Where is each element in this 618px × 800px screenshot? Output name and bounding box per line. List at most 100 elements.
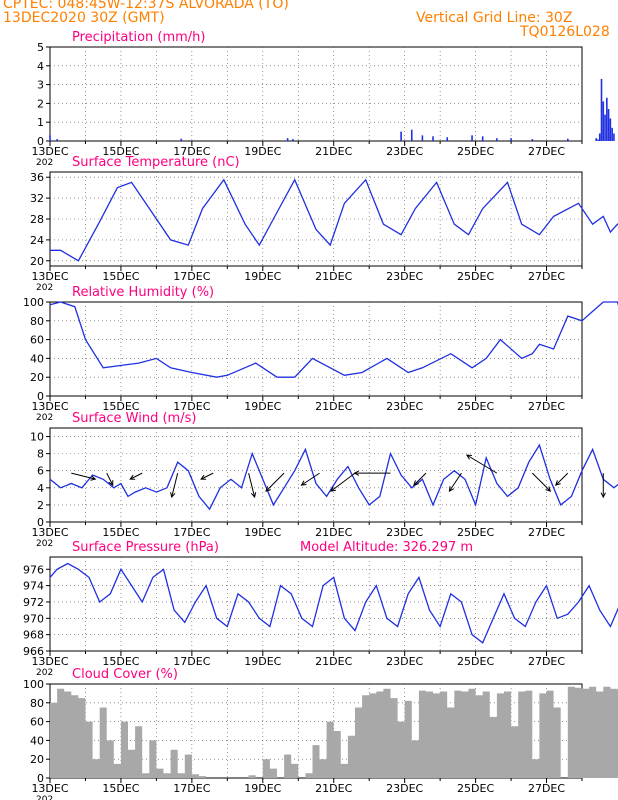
precip-bar [292, 139, 294, 141]
wind-arrow [448, 472, 462, 492]
wind-arrow-head [300, 480, 307, 486]
wind-arrow-head [555, 480, 561, 486]
precip-bar [595, 138, 597, 141]
x-tick-label: 15DEC [102, 270, 139, 283]
wind-arrow-head [90, 475, 97, 481]
run-datetime: 13DEC2020 30Z (GMT) [3, 10, 165, 26]
y-tick-label: 0 [37, 516, 44, 529]
precip-bar [286, 138, 289, 141]
wind-arrow-head [170, 492, 176, 499]
panel-6: 0 20 40 60 80 100 13DEC 15DEC 17DEC 19DEC 21DEC 23D… [23, 667, 618, 800]
wind-arrow-head [200, 474, 207, 480]
panel-title: Surface Wind (m/s) [72, 411, 196, 426]
model-code: TQ0126L028 [520, 24, 610, 40]
wind-arrow-head [353, 470, 360, 476]
x-tick-label: 27DEC [528, 655, 565, 668]
y-tick-label: 0 [37, 135, 44, 148]
panel-title: Cloud Cover (%) [72, 667, 178, 682]
x-tick-label: 17DEC [173, 526, 210, 539]
wind-arrow [466, 454, 498, 474]
wind-arrow-head [250, 492, 257, 499]
y-tick-label: 20 [30, 371, 44, 384]
x-tick-label: 21DEC [315, 782, 352, 795]
x-tick-label: 15DEC [102, 145, 139, 158]
y-tick-label: 80 [30, 697, 44, 710]
wind-arrow [301, 472, 320, 486]
y-tick-label: 28 [30, 213, 44, 226]
precip-bar [180, 138, 183, 141]
x-tick-label: 13DEC [31, 270, 68, 283]
x-tick-label: 25DEC [457, 782, 494, 795]
wind-arrow-head [265, 486, 271, 492]
wind-arrow [531, 472, 551, 492]
y-tick-label: 40 [30, 734, 44, 747]
wind-arrow-head [448, 486, 455, 493]
x-tick-label: 17DEC [173, 270, 210, 283]
x-tick-label: 27DEC [528, 400, 565, 413]
panel-2: 20 24 28 32 36 13DEC 15DEC 17DEC 19DEC 21DEC 23DEC… [30, 155, 618, 293]
wind-arrow-head [330, 486, 336, 492]
panel-frame [49, 301, 583, 397]
y-tick-label: 970 [23, 612, 44, 625]
y-tick-label: 8 [37, 448, 44, 461]
year-fragment: 202 [36, 413, 53, 423]
y-tick-label: 976 [23, 563, 44, 576]
y-tick-label: 2 [37, 499, 44, 512]
precip-bar [56, 139, 58, 141]
y-tick-label: 6 [37, 465, 44, 478]
panel-5: 966 968 970 972 974 976 13DEC 15DEC 17DEC 19DEC 21… [23, 540, 618, 678]
y-tick-label: 60 [30, 716, 44, 729]
precip-bar [600, 78, 603, 141]
x-tick-label: 15DEC [102, 782, 139, 795]
precip-bar [604, 114, 606, 141]
year-fragment: 202 [36, 283, 53, 293]
x-tick-label: 19DEC [244, 782, 281, 795]
series-line [50, 178, 618, 262]
panel-3: 0 20 40 60 80 100 13DEC 15DEC 17DEC 19DEC 21DEC 23D… [23, 285, 618, 423]
x-tick-label: 13DEC [31, 526, 68, 539]
y-tick-label: 60 [30, 334, 44, 347]
y-tick-label: 974 [23, 580, 44, 593]
precip-bar [531, 139, 534, 141]
precip-bar [609, 118, 612, 141]
y-tick-label: 1 [37, 116, 44, 129]
series-line [49, 443, 618, 511]
panel-frame [49, 556, 583, 652]
x-tick-label: 13DEC [31, 145, 68, 158]
wind-arrow-head [129, 474, 136, 480]
wind-arrow [555, 472, 569, 486]
x-tick-label: 13DEC [31, 782, 68, 795]
x-tick-label: 23DEC [386, 400, 423, 413]
x-tick-label: 21DEC [315, 270, 352, 283]
precip-bar [613, 133, 615, 141]
y-tick-label: 0 [37, 390, 44, 403]
x-tick-label: 21DEC [315, 145, 352, 158]
x-tick-label: 17DEC [173, 400, 210, 413]
y-tick-label: 24 [30, 234, 44, 247]
precip-bar [432, 136, 434, 141]
x-tick-label: 25DEC [457, 526, 494, 539]
precip-bar [496, 138, 498, 141]
precip-bar [446, 137, 449, 141]
y-tick-label: 20 [30, 753, 44, 766]
y-tick-label: 3 [37, 79, 44, 92]
precip-bar [598, 133, 601, 141]
wind-arrow [248, 472, 256, 498]
station-title: CPTEC: 048:45W-12:37S ALVORADA (TO) [3, 0, 289, 12]
wind-arrow-head [600, 492, 606, 499]
y-tick-label: 36 [30, 171, 44, 184]
y-tick-label: 40 [30, 352, 44, 365]
x-tick-label: 23DEC [386, 655, 423, 668]
x-tick-label: 27DEC [528, 526, 565, 539]
precip-bar [400, 131, 402, 141]
x-tick-label: 25DEC [457, 655, 494, 668]
precip-bar [607, 109, 610, 141]
x-tick-label: 23DEC [386, 145, 423, 158]
x-tick-label: 17DEC [173, 655, 210, 668]
precip-bar [567, 138, 569, 141]
x-tick-label: 23DEC [386, 782, 423, 795]
panel-4: 0 2 4 6 8 10 13DEC 15DEC 17DEC 19DEC 21DEC 23DEC 25D… [30, 411, 618, 549]
x-tick-label: 19DEC [244, 655, 281, 668]
x-tick-label: 23DEC [386, 526, 423, 539]
